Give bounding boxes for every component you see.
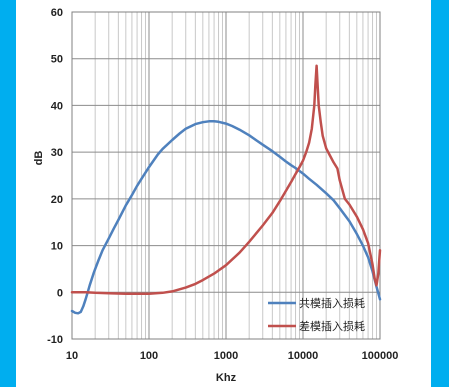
x-tick-label: 10000 [288, 350, 319, 362]
y-tick-label: 20 [51, 194, 63, 206]
x-tick-label: 100 [140, 350, 158, 362]
x-tick-labels: 10 100 1000 10000 100000 [66, 350, 398, 362]
x-tick-label: 10 [66, 350, 78, 362]
y-tick-label: 50 [51, 54, 63, 66]
legend-label-common-mode: 共模插入损耗 [299, 296, 365, 310]
series-line-common-mode [70, 120, 382, 315]
y-tick-label: 40 [51, 100, 63, 112]
plot-border [71, 11, 381, 340]
y-tick-label: -10 [47, 334, 63, 346]
y-tick-label: 10 [51, 241, 63, 253]
legend: 共模插入损耗 差模插入损耗 [268, 296, 365, 333]
legend-label-differential-mode: 差模插入损耗 [299, 319, 365, 333]
series-lines [70, 64, 382, 315]
chart-panel: -10 0 10 20 30 40 50 60 10 100 1000 10000 100000 dB… [16, 0, 431, 387]
y-tick-label: 30 [51, 147, 63, 159]
line-chart: -10 0 10 20 30 40 50 60 10 100 1000 10000 100000 dB… [33, 7, 398, 384]
x-tick-label: 100000 [362, 350, 399, 362]
x-tick-label: 1000 [214, 350, 238, 362]
y-tick-labels: -10 0 10 20 30 40 50 60 [47, 7, 63, 346]
x-axis-title: Khz [216, 372, 237, 384]
y-tick-label: 0 [57, 287, 63, 299]
y-axis-title: dB [33, 151, 45, 166]
series-line-differential-mode [70, 64, 382, 295]
y-tick-label: 60 [51, 7, 63, 19]
